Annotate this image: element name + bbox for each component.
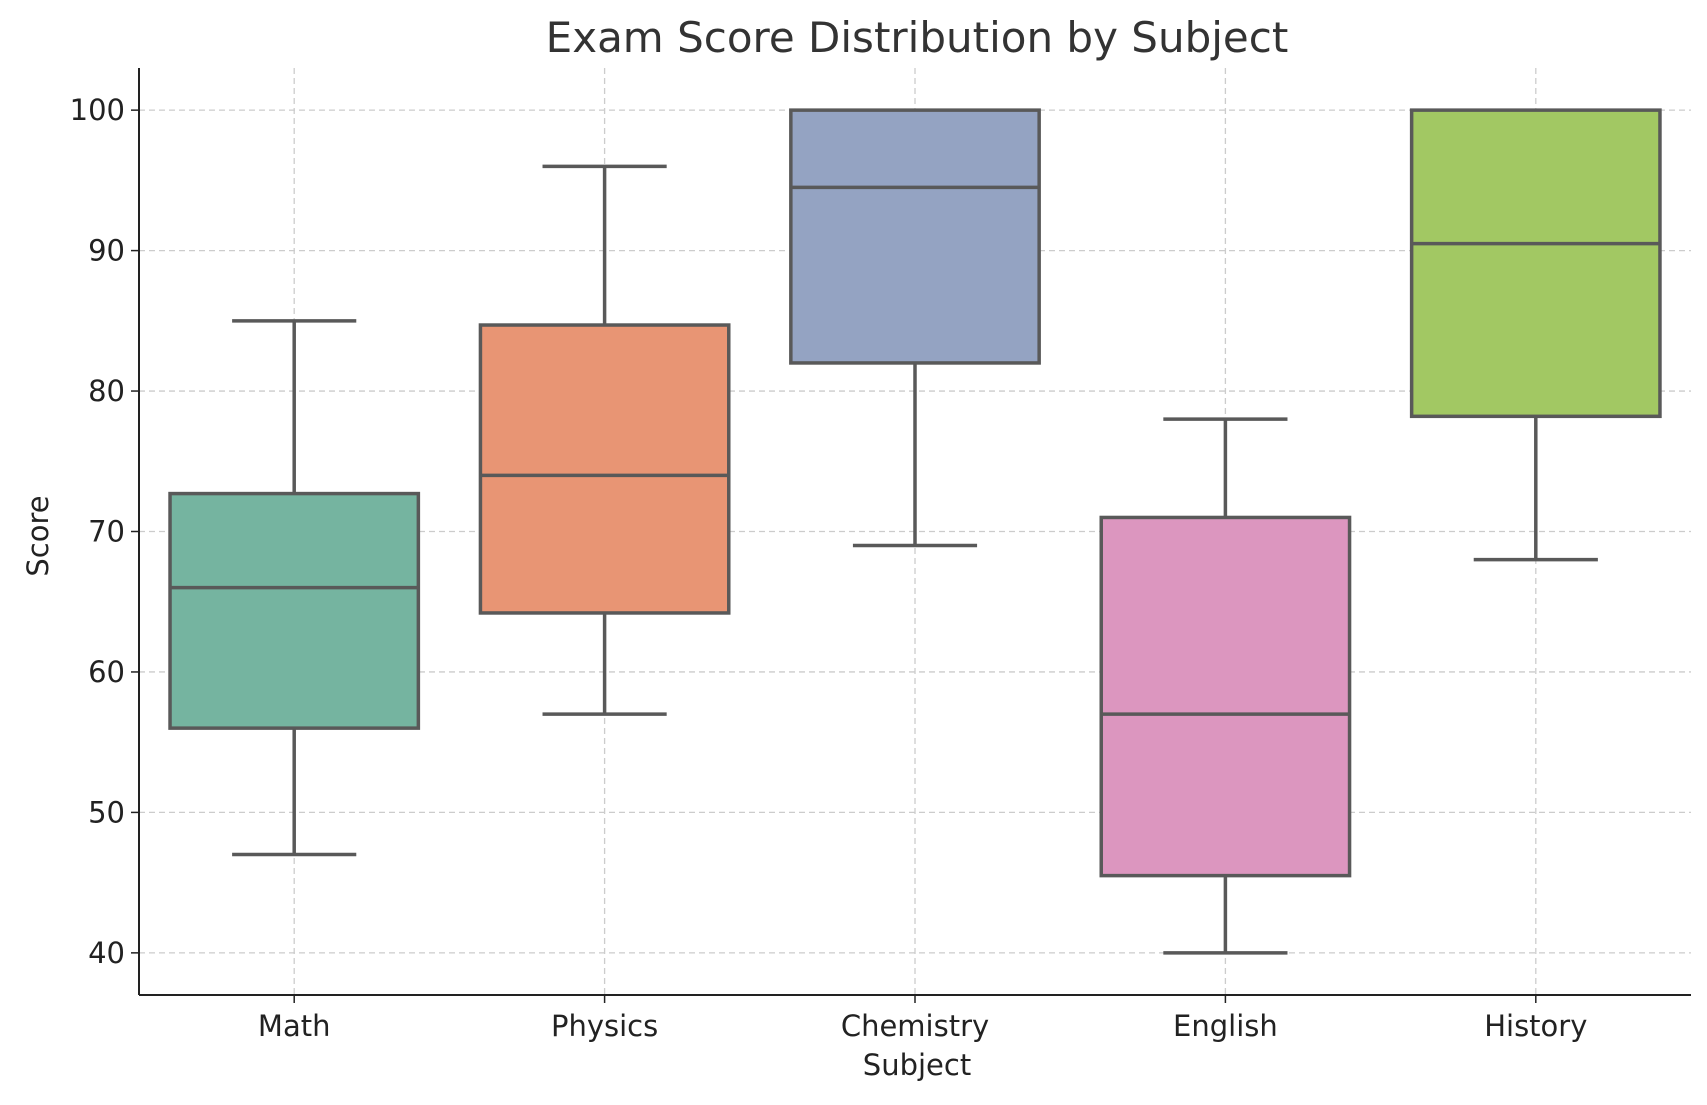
x-axis-label: Subject <box>863 1048 971 1082</box>
y-tick-label: 100 <box>70 93 125 127</box>
y-tick-label: 80 <box>88 374 125 408</box>
box-physics <box>478 164 731 716</box>
x-tick-label-chemistry: Chemistry <box>841 1009 989 1043</box>
iqr-box-physics <box>478 323 731 615</box>
x-tick-label-physics: Physics <box>551 1009 658 1043</box>
box-history <box>1409 108 1662 562</box>
box-english <box>1099 417 1352 955</box>
box-layer <box>168 108 1662 955</box>
chart-title: Exam Score Distribution by Subject <box>546 13 1289 62</box>
y-axis-label: Score <box>21 495 55 576</box>
x-tick-label-history: History <box>1484 1009 1587 1043</box>
y-tick-label: 90 <box>88 234 125 268</box>
iqr-box-english <box>1099 515 1352 878</box>
x-tick-label-english: English <box>1173 1009 1278 1043</box>
iqr-box-history <box>1409 108 1662 419</box>
axis-layer: 40 50 60 70 80 90 100 Math Physics Chemistry Engli… <box>70 68 1691 1043</box>
y-tick-label: 60 <box>88 655 125 689</box>
box-chemistry <box>789 108 1041 548</box>
y-tick-label: 40 <box>88 936 125 970</box>
y-tick-label: 50 <box>88 795 125 829</box>
y-tick-label: 70 <box>88 515 125 549</box>
iqr-box-chemistry <box>789 108 1041 365</box>
x-tick-label-math: Math <box>258 1009 331 1043</box>
box-math <box>168 319 421 857</box>
iqr-box-math <box>168 491 421 730</box>
